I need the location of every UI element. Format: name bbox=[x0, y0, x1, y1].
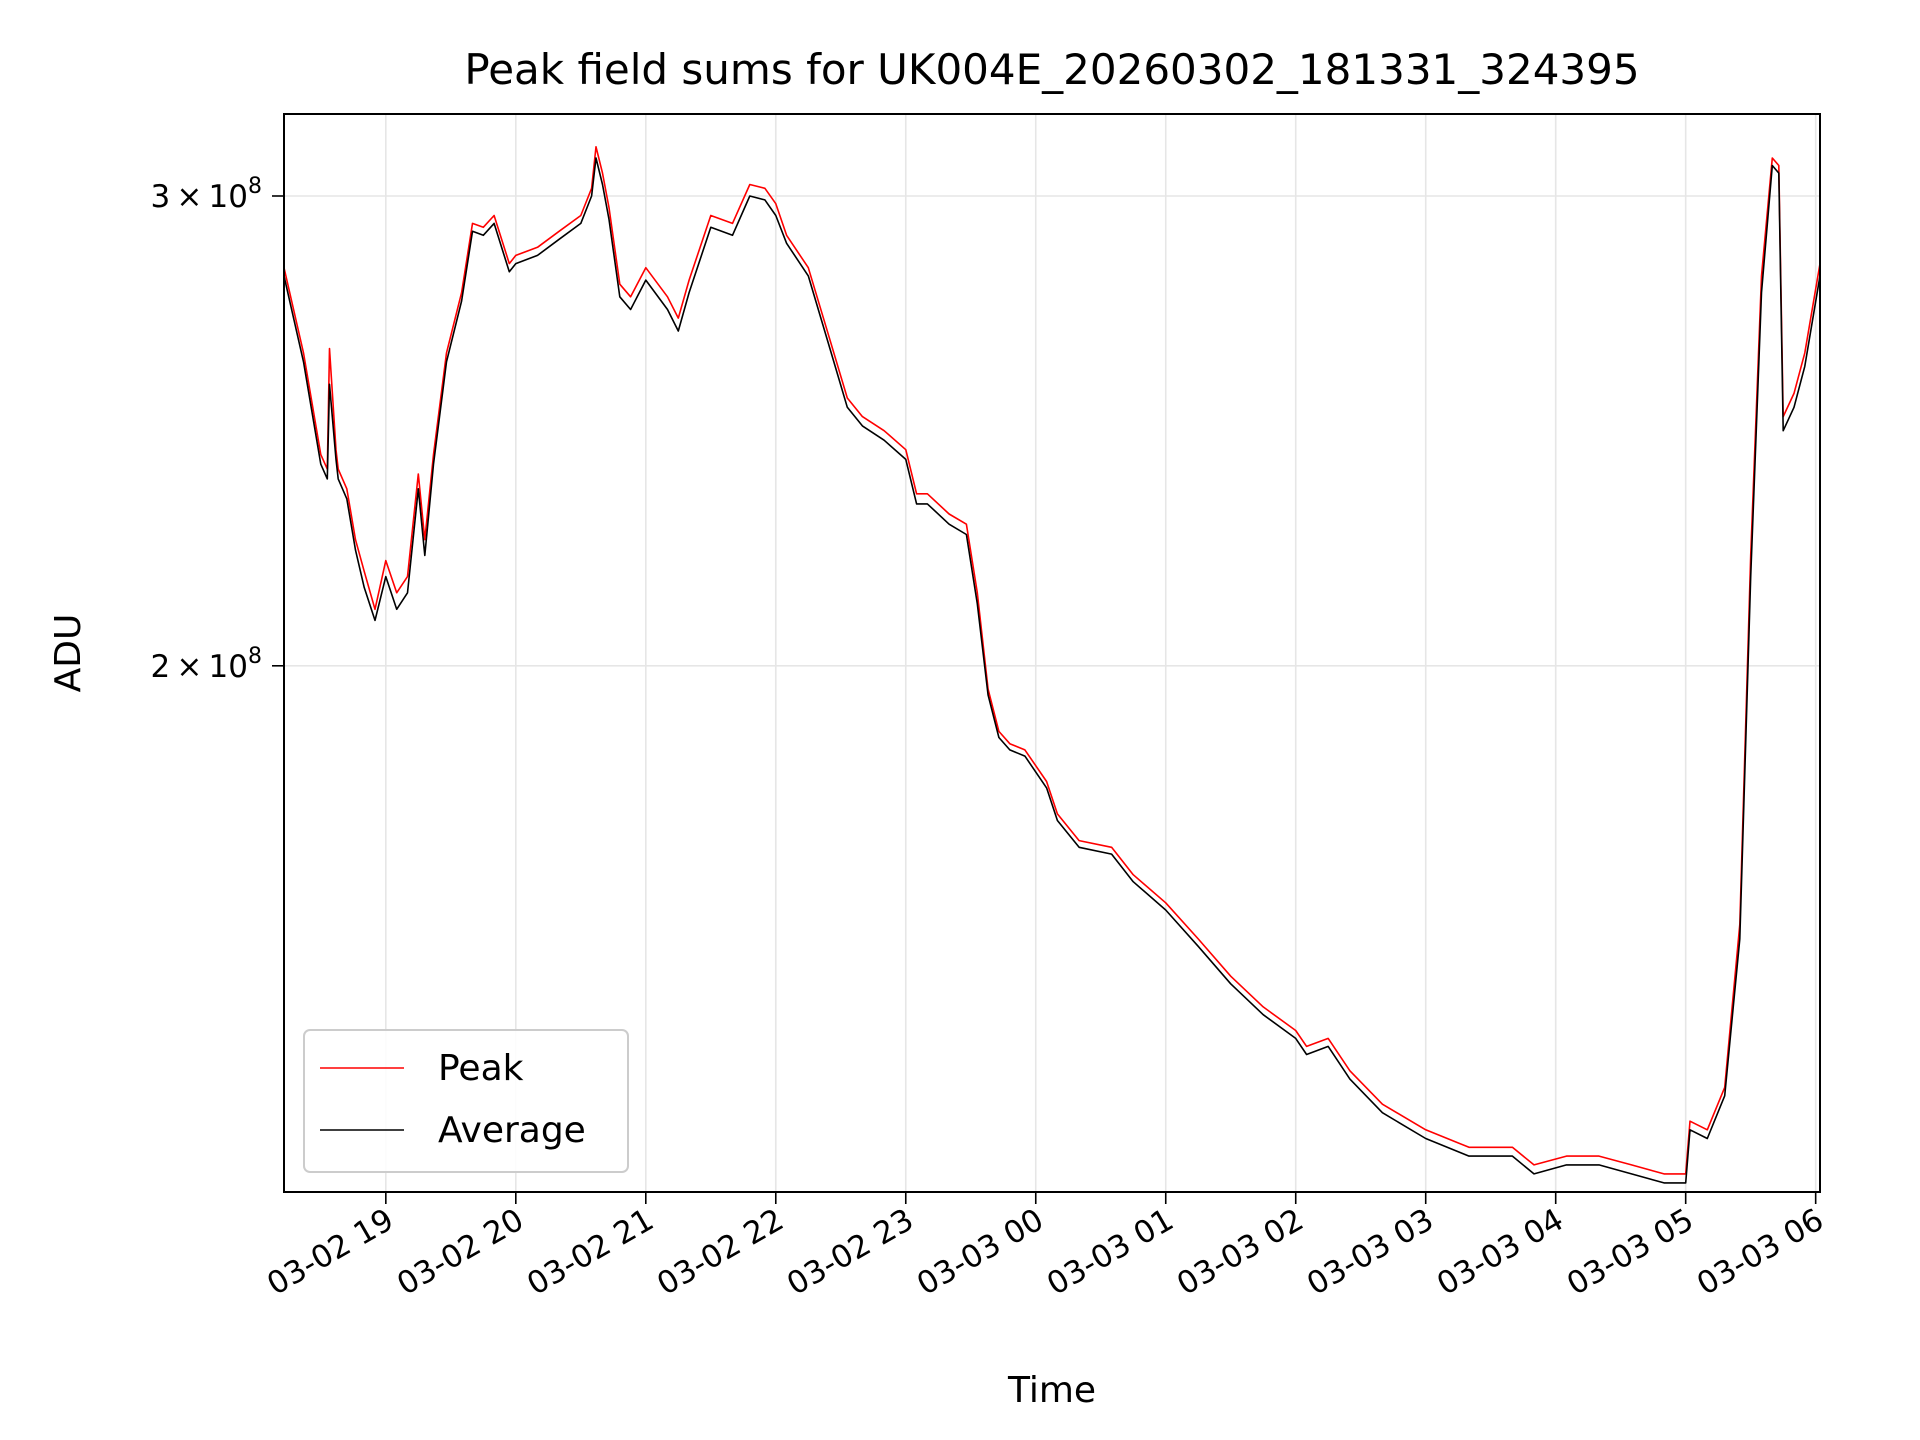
legend-label-peak: Peak bbox=[438, 1048, 524, 1089]
y-tick-label: 3 × 108 bbox=[150, 174, 262, 215]
y-tick-label: 2 × 108 bbox=[150, 644, 262, 685]
plot-frame bbox=[283, 113, 1821, 1193]
series-line-peak bbox=[283, 146, 1821, 1175]
legend: Peak Average bbox=[303, 1029, 629, 1173]
y-axis-ticks: 3 × 108 2 × 108 bbox=[150, 174, 284, 685]
legend-box bbox=[303, 1029, 629, 1173]
x-axis-label: Time bbox=[1007, 1370, 1096, 1411]
legend-label-average: Average bbox=[438, 1110, 586, 1151]
y-axis-label: ADU bbox=[48, 614, 89, 693]
chart-title: Peak field sums for UK004E_20260302_1813… bbox=[464, 45, 1639, 94]
series-lines bbox=[283, 146, 1821, 1184]
series-line-average bbox=[283, 157, 1821, 1184]
